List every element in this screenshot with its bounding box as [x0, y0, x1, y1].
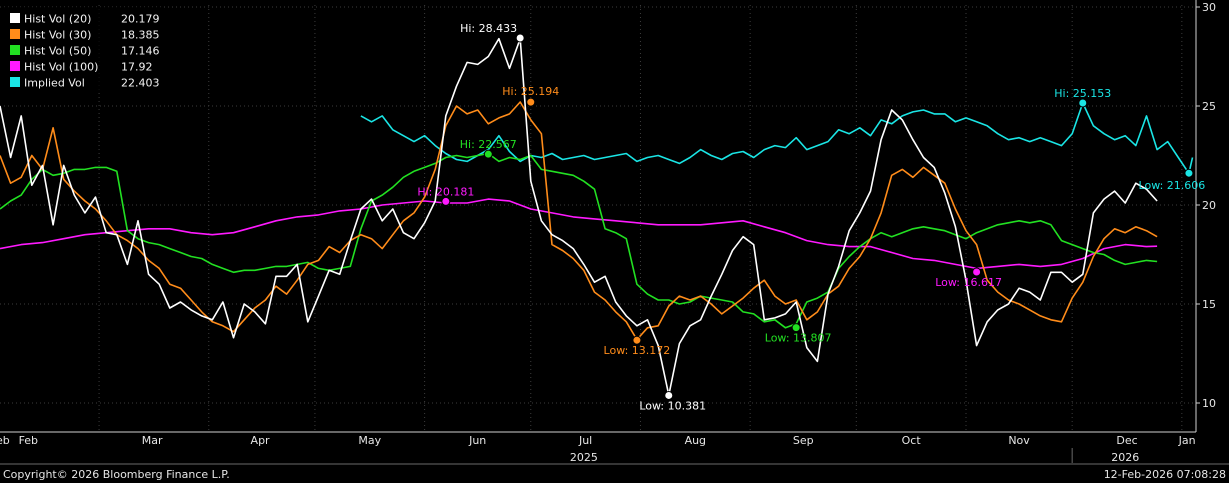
annotation-label: Hi: 28.433	[460, 22, 517, 35]
annotation-marker	[441, 196, 451, 206]
annotation-marker	[1078, 98, 1088, 108]
legend-series-name: Hist Vol (100)	[24, 61, 98, 74]
legend: Hist Vol (20) 20.179 Hist Vol (30) 18.385 Hi…	[3, 7, 163, 91]
footer: Copyright© 2026 Bloomberg Finance L.P. 1…	[3, 468, 1226, 481]
legend-series-value: 17.92	[121, 61, 153, 74]
x-tick-label: Feb	[0, 434, 10, 447]
series-line	[0, 198, 1158, 270]
x-tick-label: Apr	[251, 434, 271, 447]
annotation-label: Low: 13.172	[604, 344, 671, 357]
annotation-label: Low: 13.807	[765, 332, 832, 345]
annotation-label: Low: 10.381	[639, 399, 706, 412]
x-tick-label: May	[358, 434, 381, 447]
annotation-marker	[632, 335, 642, 345]
annotation-label: Hi: 25.194	[502, 85, 559, 98]
x-tick-label: Dec	[1116, 434, 1137, 447]
legend-series-name: Hist Vol (50)	[24, 45, 91, 58]
annotation-marker	[526, 97, 536, 107]
legend-series-name: Hist Vol (30)	[24, 29, 91, 42]
x-tick-label: Jun	[468, 434, 486, 447]
legend-swatch	[10, 77, 20, 87]
legend-swatch	[10, 45, 20, 55]
annotation-label: Hi: 20.181	[417, 185, 474, 198]
legend-background	[3, 7, 163, 91]
legend-swatch	[10, 29, 20, 39]
legend-swatch	[10, 13, 20, 23]
x-tick-label: Aug	[685, 434, 706, 447]
annotation-label: Low: 21.606	[1139, 179, 1206, 192]
year-label: 2025	[570, 451, 598, 464]
legend-series-value: 22.403	[121, 77, 160, 90]
annotation-marker	[664, 390, 674, 400]
x-tick-label: Sep	[793, 434, 814, 447]
annotation-marker	[972, 267, 982, 277]
grid	[0, 5, 1196, 432]
y-tick-label: 25	[1202, 100, 1216, 113]
x-tick-label: Nov	[1008, 434, 1030, 447]
series-line	[0, 101, 1158, 341]
annotation-marker	[1184, 168, 1194, 178]
x-tick-label: Oct	[902, 434, 922, 447]
annotation-label: Hi: 22.567	[460, 138, 517, 151]
legend-series-value: 20.179	[121, 13, 160, 26]
series-lines	[0, 37, 1194, 396]
legend-swatch	[10, 61, 20, 71]
annotation-label: Hi: 25.153	[1054, 87, 1111, 100]
legend-series-value: 18.385	[121, 29, 160, 42]
timestamp-text: 12-Feb-2026 07:08:28	[1104, 468, 1226, 481]
annotation-marker	[515, 33, 525, 43]
x-tick-label: Jul	[578, 434, 592, 447]
y-tick-label: 30	[1202, 1, 1216, 14]
series-line	[360, 102, 1194, 175]
y-tick-label: 10	[1202, 397, 1216, 410]
annotation-label: Low: 16.617	[935, 276, 1002, 289]
legend-series-name: Hist Vol (20)	[24, 13, 91, 26]
x-tick-label: Mar	[142, 434, 163, 447]
x-tick-label: Jan	[1178, 434, 1196, 447]
annotation-marker	[483, 149, 493, 159]
x-tick-label: Feb	[19, 434, 38, 447]
annotation-marker	[791, 323, 801, 333]
annotations: Hi: 28.433 Low: 10.381 Hi: 25.194 Low: 13.1…	[417, 22, 1205, 412]
legend-series-name: Implied Vol	[24, 77, 85, 90]
series-line	[0, 37, 1158, 396]
series-line	[0, 152, 1158, 329]
y-tick-label: 15	[1202, 298, 1216, 311]
y-tick-label: 20	[1202, 199, 1216, 212]
year-label: 2026	[1111, 451, 1139, 464]
legend-series-value: 17.146	[121, 45, 160, 58]
copyright-text: Copyright© 2026 Bloomberg Finance L.P.	[3, 468, 230, 481]
